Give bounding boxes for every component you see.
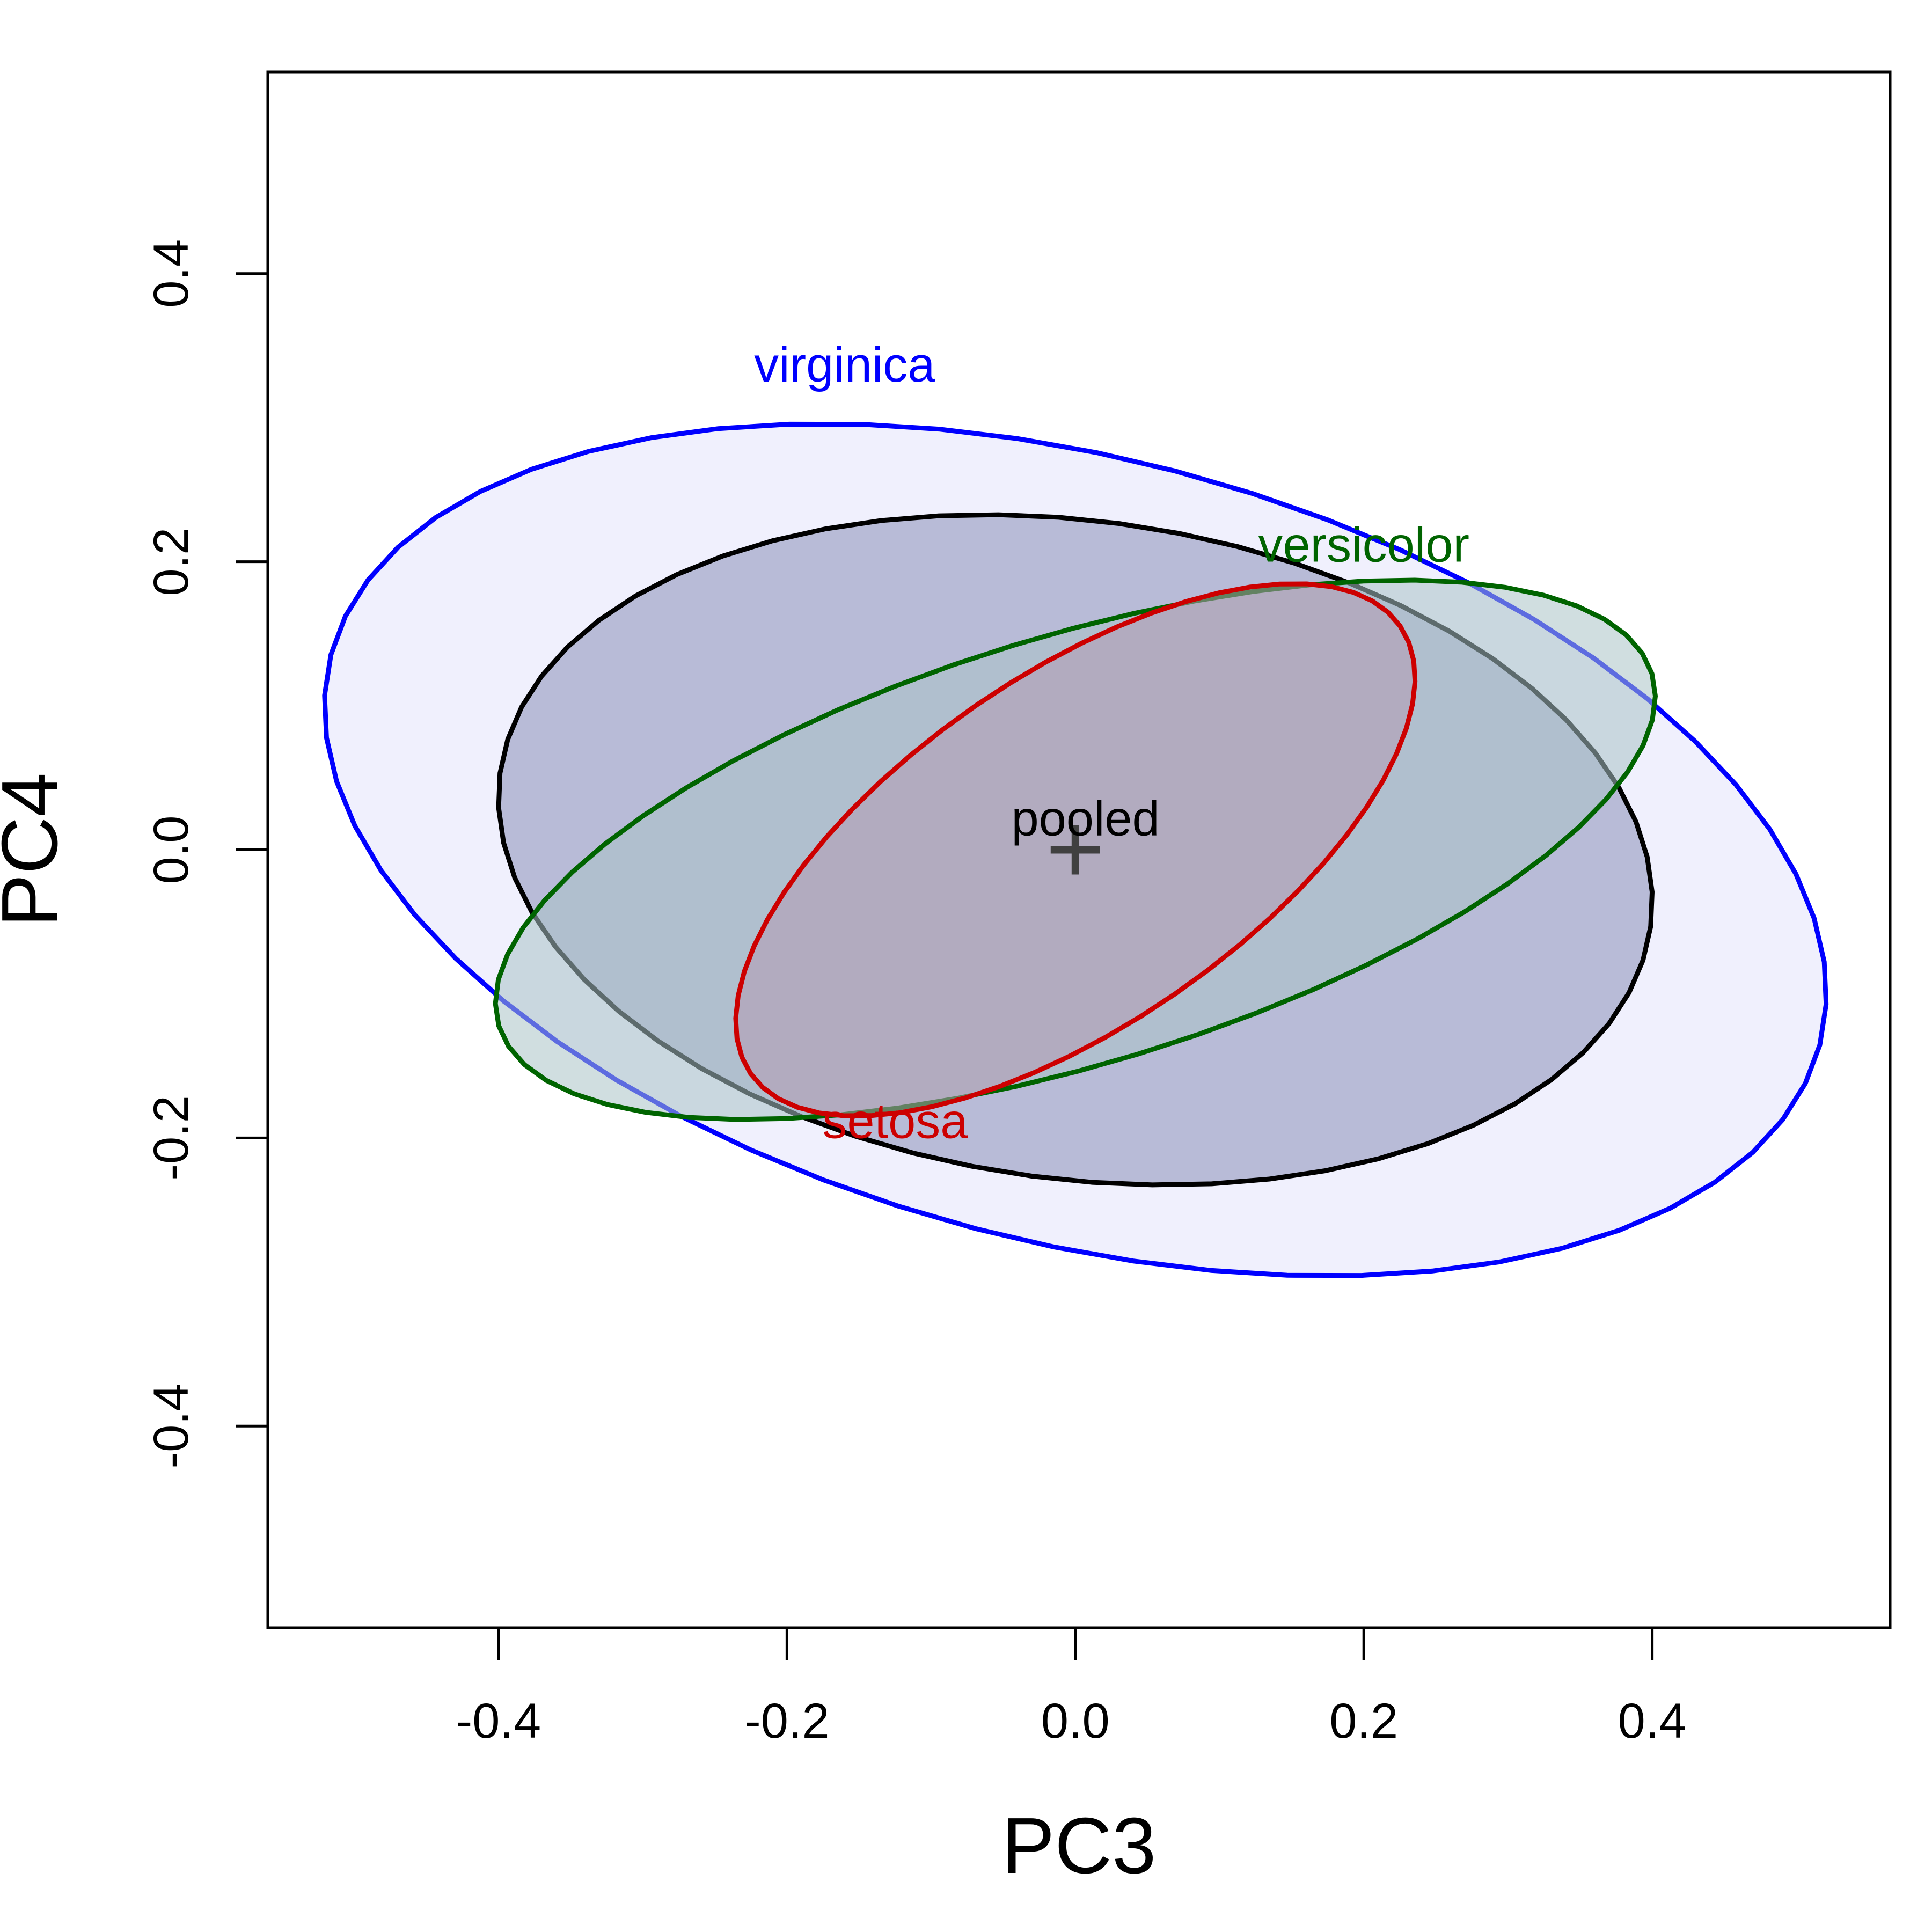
- x-axis: -0.4 -0.2 0.0 0.2 0.4: [456, 1628, 1687, 1748]
- y-tick-label: -0.2: [144, 1095, 199, 1181]
- y-tick-label: 0.0: [144, 816, 199, 884]
- y-axis: -0.4 -0.2 0.0 0.2 0.4: [144, 239, 268, 1469]
- label-virginica: virginica: [754, 338, 935, 392]
- x-tick-label: -0.4: [456, 1694, 541, 1748]
- plot-area: [322, 421, 1829, 1278]
- x-tick-label: 0.0: [1041, 1694, 1110, 1748]
- x-tick-label: -0.2: [744, 1694, 830, 1748]
- label-pooled: pooled: [1011, 792, 1159, 846]
- x-tick-label: 0.2: [1329, 1694, 1398, 1748]
- x-axis-title: PC3: [1002, 1802, 1157, 1890]
- label-setosa: setosa: [822, 1094, 968, 1148]
- y-tick-label: 0.4: [144, 239, 199, 308]
- y-tick-label: -0.4: [144, 1384, 199, 1469]
- x-tick-label: 0.4: [1618, 1694, 1687, 1748]
- label-versicolor: versicolor: [1258, 518, 1469, 573]
- y-axis-title: PC4: [0, 773, 74, 927]
- series-labels: virginica pooled versicolor setosa: [754, 338, 1469, 1148]
- y-tick-label: 0.2: [144, 528, 199, 596]
